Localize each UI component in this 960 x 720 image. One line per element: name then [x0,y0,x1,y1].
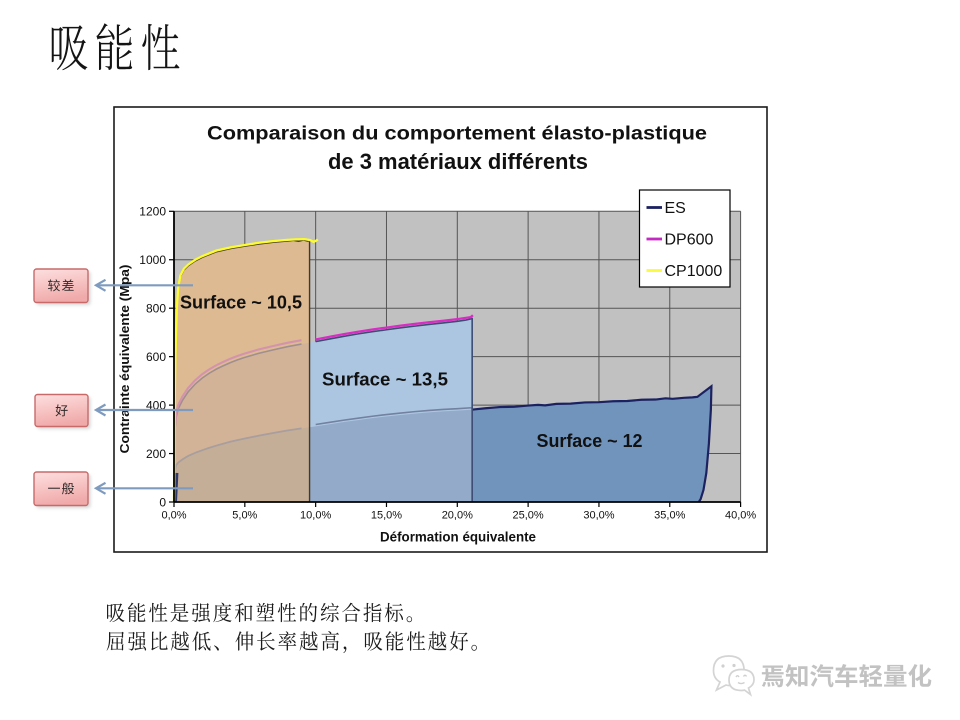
svg-text:10,0%: 10,0% [300,510,331,522]
svg-text:DP600: DP600 [665,231,714,248]
svg-text:Déformation équivalente: Déformation équivalente [380,529,536,545]
svg-text:800: 800 [146,302,166,316]
svg-text:de 3 matériaux différents: de 3 matériaux différents [328,149,588,174]
svg-text:20,0%: 20,0% [442,510,473,522]
svg-text:1200: 1200 [139,205,166,219]
svg-text:Comparaison du comportement él: Comparaison du comportement élasto-plast… [207,122,707,144]
svg-text:Contrainte équivalente (Mpa): Contrainte équivalente (Mpa) [117,265,132,454]
svg-text:CP1000: CP1000 [665,263,723,280]
svg-text:200: 200 [146,447,166,461]
svg-text:600: 600 [146,350,166,364]
svg-text:35,0%: 35,0% [654,510,685,522]
svg-text:15,0%: 15,0% [371,510,402,522]
svg-text:5,0%: 5,0% [232,510,257,522]
svg-text:0,0%: 0,0% [161,510,186,522]
svg-text:Surface ~ 13,5: Surface ~ 13,5 [322,370,448,390]
svg-text:Surface ~ 10,5: Surface ~ 10,5 [180,293,302,313]
svg-text:0: 0 [159,495,166,509]
svg-text:30,0%: 30,0% [583,510,614,522]
svg-text:Surface ~ 12: Surface ~ 12 [537,431,643,451]
svg-text:1000: 1000 [139,253,166,267]
svg-text:25,0%: 25,0% [513,510,544,522]
svg-text:ES: ES [665,200,686,217]
svg-text:40,0%: 40,0% [725,510,756,522]
